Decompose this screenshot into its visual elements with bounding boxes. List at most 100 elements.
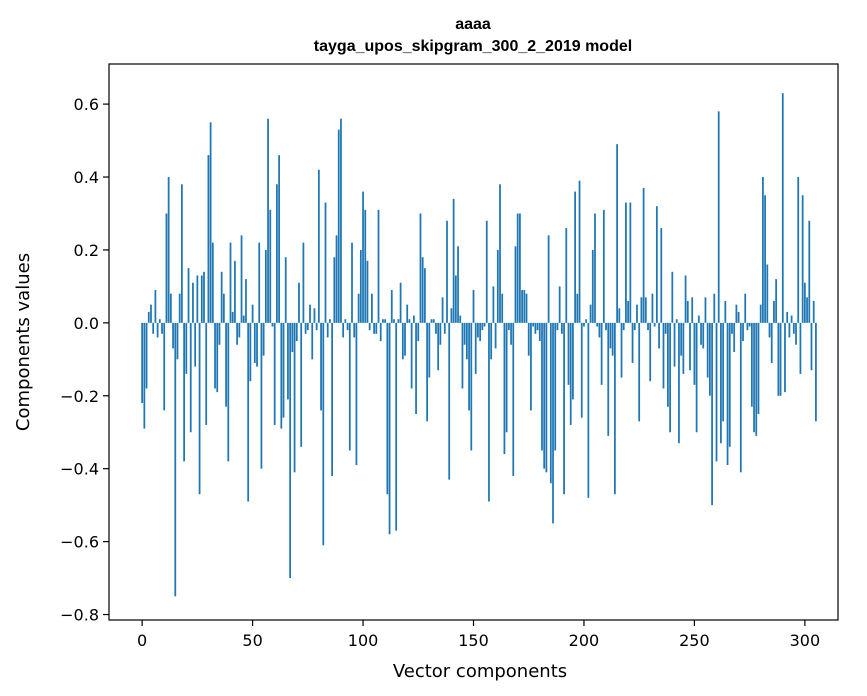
bar: [406, 304, 409, 323]
y-tick-label: 0.2: [74, 241, 99, 260]
bar: [183, 322, 185, 462]
bar: [229, 242, 232, 323]
bar: [291, 322, 294, 353]
bar: [348, 322, 351, 451]
bar: [298, 282, 300, 323]
bar: [541, 322, 543, 451]
bar: [547, 235, 550, 323]
bar: [260, 322, 263, 469]
bar: [192, 282, 194, 323]
bar: [424, 268, 426, 323]
y-axis-label: Components values: [13, 253, 34, 431]
bar: [302, 242, 305, 323]
bar: [706, 322, 709, 378]
bar: [744, 293, 747, 323]
bar: [578, 180, 581, 323]
bar: [388, 322, 391, 535]
bar: [494, 322, 497, 349]
bar: [602, 209, 605, 323]
bar: [295, 322, 298, 342]
bar: [519, 213, 521, 323]
bar: [216, 322, 219, 393]
bar: [708, 322, 711, 396]
bar: [176, 322, 179, 360]
bar: [432, 319, 435, 323]
bar: [404, 322, 406, 356]
bar: [587, 322, 590, 498]
bar: [642, 187, 645, 323]
x-tick-label: 0: [137, 631, 147, 650]
bar: [393, 319, 395, 323]
bar: [187, 268, 190, 323]
bar: [733, 322, 736, 353]
bar: [691, 297, 694, 323]
y-tick-label: −0.8: [60, 606, 99, 625]
bar: [315, 322, 318, 331]
bar: [152, 322, 155, 334]
bar: [667, 322, 669, 407]
bar: [492, 286, 495, 323]
bar: [236, 322, 239, 345]
bar: [269, 209, 272, 323]
bar: [558, 286, 561, 323]
bar: [311, 322, 314, 360]
bar: [452, 198, 455, 323]
bar: [384, 319, 387, 323]
bar: [689, 322, 691, 371]
bar: [583, 322, 585, 327]
bar: [284, 257, 287, 323]
bar: [474, 322, 477, 374]
bar: [507, 322, 510, 331]
x-tick-label: 300: [790, 631, 821, 650]
bar: [364, 209, 367, 323]
bar: [454, 275, 457, 323]
bar: [337, 129, 340, 323]
bar: [326, 322, 329, 338]
bar: [335, 235, 338, 323]
bar: [477, 322, 479, 338]
bar: [534, 322, 537, 334]
bar: [545, 322, 548, 473]
bar: [594, 213, 596, 323]
bar: [618, 308, 621, 323]
bar: [231, 311, 234, 323]
bar: [247, 322, 250, 502]
bar: [450, 308, 453, 323]
bar: [145, 322, 148, 389]
bar: [739, 322, 742, 473]
bar: [799, 322, 802, 374]
bar: [660, 228, 663, 323]
bar: [165, 213, 168, 323]
bar: [563, 322, 565, 495]
bar: [560, 322, 563, 334]
bar: [278, 155, 280, 323]
bar: [439, 322, 442, 345]
bar: [651, 293, 654, 323]
bar: [200, 275, 203, 323]
bar: [154, 290, 157, 323]
bar: [172, 322, 174, 349]
bar: [532, 322, 535, 327]
x-tick-label: 250: [679, 631, 710, 650]
bar: [790, 315, 793, 323]
bar: [658, 322, 660, 349]
bar: [748, 322, 751, 327]
bar: [636, 304, 638, 323]
bar: [521, 290, 523, 323]
bar: [512, 322, 515, 476]
bar: [647, 322, 649, 331]
bar: [722, 322, 725, 422]
bar: [629, 202, 632, 323]
bar: [682, 322, 685, 374]
bar: [496, 249, 499, 323]
bar: [169, 293, 172, 323]
bar: [505, 322, 508, 433]
bar: [214, 322, 216, 389]
bar: [353, 322, 356, 338]
x-axis: 0 50 100 150 200 250 300: [137, 620, 820, 650]
bar: [640, 297, 643, 323]
bar: [810, 322, 813, 371]
bar: [468, 322, 470, 411]
x-tick-label: 50: [242, 631, 262, 650]
bar: [510, 322, 512, 345]
